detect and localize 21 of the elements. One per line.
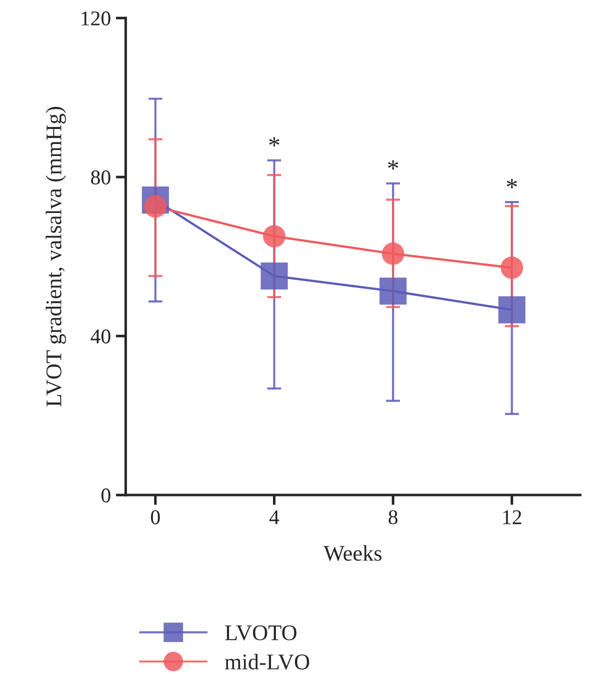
point	[382, 242, 404, 265]
annotation: *	[388, 160, 398, 170]
point	[500, 256, 524, 279]
legend-label: mid-LVO	[224, 654, 310, 670]
y-axis-title: LVOT gradient, valsalva (mmHg)	[46, 106, 66, 406]
annotation: *	[269, 137, 280, 146]
x-tick-label: 8	[388, 510, 398, 524]
x-tick-label: 12	[503, 510, 522, 524]
x-tick-label: 0	[150, 510, 160, 524]
y-tick-label: 80	[91, 170, 110, 184]
annotation: *	[506, 178, 517, 188]
point	[263, 225, 286, 248]
y-tick-label: 0	[101, 488, 110, 502]
point	[380, 278, 407, 305]
legend-label: LVOTO	[225, 625, 296, 640]
point	[260, 262, 288, 290]
point	[498, 296, 526, 324]
y-tick-label: 40	[90, 329, 110, 344]
y-tick-label: 120	[82, 11, 110, 26]
x-axis-title: Weeks	[324, 545, 382, 561]
x-tick-label: 4	[269, 510, 280, 524]
